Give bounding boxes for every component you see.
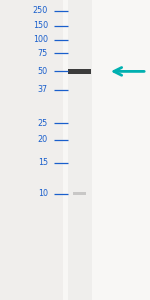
- Text: 75: 75: [38, 49, 48, 58]
- Text: 50: 50: [38, 67, 48, 76]
- Text: 15: 15: [38, 158, 48, 167]
- Text: 250: 250: [33, 6, 48, 15]
- Text: 25: 25: [38, 118, 48, 127]
- Text: 150: 150: [33, 21, 48, 30]
- Bar: [73, 192, 86, 195]
- Text: 10: 10: [38, 189, 48, 198]
- Text: 37: 37: [38, 85, 48, 94]
- Bar: [68, 69, 91, 74]
- Bar: [68, 0, 92, 300]
- Text: 20: 20: [38, 135, 48, 144]
- Bar: [63, 0, 150, 300]
- Text: 100: 100: [33, 35, 48, 44]
